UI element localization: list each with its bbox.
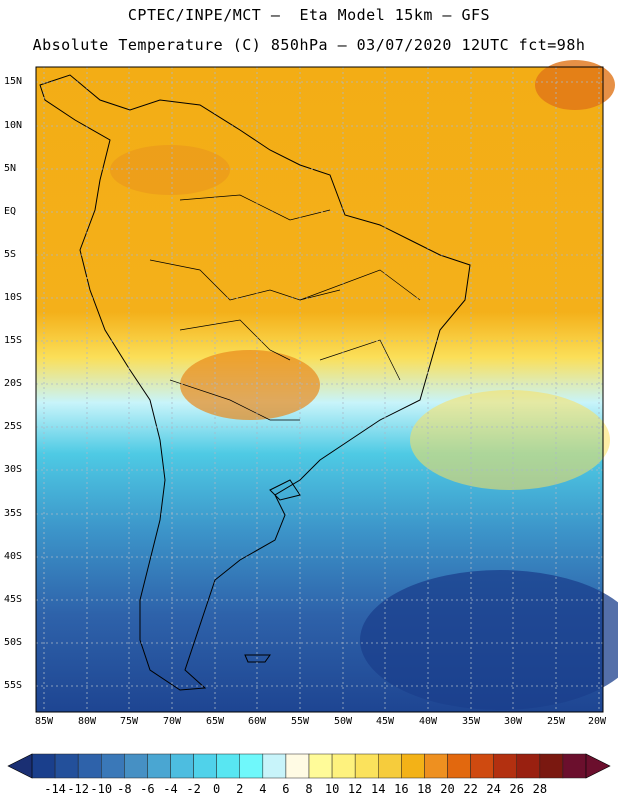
colorbar-label: 20 bbox=[440, 782, 455, 796]
lat-label: 25S bbox=[4, 421, 23, 432]
lon-label: 35W bbox=[461, 716, 481, 727]
lat-label: 15N bbox=[4, 76, 23, 87]
map-frame bbox=[35, 66, 604, 713]
colorbar-swatch bbox=[308, 753, 333, 779]
lat-label: 5S bbox=[4, 249, 17, 260]
lat-label: 30S bbox=[4, 464, 23, 475]
lon-label: 80W bbox=[77, 716, 97, 727]
colorbar-swatch bbox=[216, 753, 241, 779]
warm-region-chaco bbox=[180, 350, 320, 420]
lat-label: 15S bbox=[4, 335, 23, 346]
colorbar-label: 28 bbox=[532, 782, 548, 796]
colorbar-label: 18 bbox=[417, 782, 432, 796]
colorbar-swatch bbox=[424, 753, 448, 779]
warm-region-ne bbox=[535, 60, 615, 110]
colorbar-label: -6 bbox=[140, 782, 155, 796]
colorbar-label: 4 bbox=[259, 782, 267, 796]
colorbar-swatch bbox=[447, 753, 471, 779]
lon-label: 50W bbox=[333, 716, 353, 727]
colorbar-swatch bbox=[331, 753, 356, 779]
lat-label: 10N bbox=[4, 120, 23, 131]
colorbar-label: -4 bbox=[163, 782, 178, 796]
colorbar-swatch bbox=[193, 753, 217, 779]
lon-label: 25W bbox=[546, 716, 566, 727]
lon-label: 20W bbox=[587, 716, 607, 727]
colorbar-label: -14 bbox=[44, 782, 66, 796]
colorbar-swatch bbox=[31, 753, 56, 779]
colorbar-left-arrow bbox=[7, 753, 33, 779]
lon-label: 70W bbox=[162, 716, 182, 727]
colorbar bbox=[7, 753, 611, 779]
lat-label: 10S bbox=[4, 292, 23, 303]
colorbar-swatch bbox=[562, 753, 587, 779]
colorbar-label: 6 bbox=[282, 782, 290, 796]
colorbar-label: 0 bbox=[213, 782, 221, 796]
lon-label: 30W bbox=[503, 716, 523, 727]
colorbar-swatch bbox=[262, 753, 287, 779]
colorbar-label: 8 bbox=[305, 782, 313, 796]
colorbar-swatch bbox=[354, 753, 379, 779]
colorbar-label: 12 bbox=[347, 782, 363, 796]
colorbar-swatch bbox=[77, 753, 102, 779]
colorbar-label: 16 bbox=[394, 782, 409, 796]
lat-label: 35S bbox=[4, 508, 23, 519]
colorbar-label: 24 bbox=[486, 782, 501, 796]
colorbar-swatch bbox=[493, 753, 517, 779]
lat-label: 50S bbox=[4, 637, 23, 648]
colorbar-swatch bbox=[124, 753, 148, 779]
colorbar-swatch bbox=[239, 753, 264, 779]
lon-label: 40W bbox=[418, 716, 438, 727]
colorbar-right-arrow bbox=[585, 753, 611, 779]
lon-label: 45W bbox=[375, 716, 395, 727]
colorbar-label: -12 bbox=[67, 782, 89, 796]
lat-label: EQ bbox=[4, 206, 17, 217]
cold-region-south bbox=[360, 570, 618, 710]
warm-region-north bbox=[110, 145, 230, 195]
colorbar-label: -2 bbox=[186, 782, 201, 796]
colorbar-swatch bbox=[101, 753, 125, 779]
temperature-map bbox=[35, 60, 618, 713]
colorbar-swatch bbox=[539, 753, 564, 779]
colorbar-swatch bbox=[470, 753, 494, 779]
lat-label: 20S bbox=[4, 378, 23, 389]
colorbar-label: 26 bbox=[509, 782, 524, 796]
colorbar-swatch bbox=[378, 753, 402, 779]
colorbar-swatch bbox=[54, 753, 79, 779]
colorbar-label: -10 bbox=[90, 782, 113, 796]
lon-label: 60W bbox=[247, 716, 267, 727]
lon-label: 55W bbox=[290, 716, 310, 727]
coastlines bbox=[39, 74, 471, 691]
colorbar-label: 14 bbox=[371, 782, 386, 796]
lat-label: 40S bbox=[4, 551, 23, 562]
colorbar-swatch bbox=[147, 753, 171, 779]
lat-label: 55S bbox=[4, 680, 23, 691]
lon-label: 85W bbox=[34, 716, 54, 727]
title-line-1: CPTEC/INPE/MCT – Eta Model 15km – GFS bbox=[127, 6, 491, 24]
lat-label: 45S bbox=[4, 594, 23, 605]
lat-label: 5N bbox=[4, 163, 17, 174]
colorbar-label: 2 bbox=[236, 782, 244, 796]
warm-tongue-atlantic bbox=[410, 390, 610, 490]
colorbar-label: -8 bbox=[117, 782, 132, 796]
lon-label: 75W bbox=[119, 716, 139, 727]
colorbar-label: 10 bbox=[324, 782, 340, 796]
colorbar-label: 22 bbox=[463, 782, 478, 796]
colorbar-swatch bbox=[401, 753, 425, 779]
colorbar-swatch bbox=[170, 753, 194, 779]
colorbar-swatch bbox=[285, 753, 310, 779]
title-line-2: Absolute Temperature (C) 850hPa – 03/07/… bbox=[32, 36, 586, 54]
lon-label: 65W bbox=[205, 716, 225, 727]
colorbar-swatch bbox=[516, 753, 541, 779]
